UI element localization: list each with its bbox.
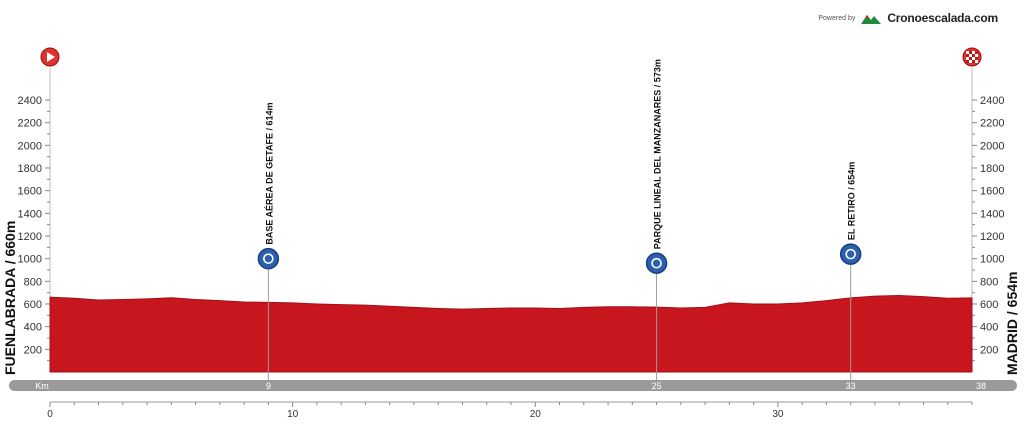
y-tick-label-right: 1800 (980, 163, 1004, 175)
waypoint-marker-icon (257, 247, 280, 270)
y-tick-label-left: 1600 (18, 186, 42, 198)
finish-checker-cell (972, 54, 975, 57)
y-tick-label-right: 1400 (980, 208, 1004, 220)
x-tick-label: 0 (47, 409, 53, 420)
powered-by-text: Powered by (818, 14, 856, 22)
finish-checker-cell (975, 54, 978, 57)
finish-checker-cell (975, 60, 978, 63)
finish-checker-cell (969, 57, 972, 60)
brand-block[interactable]: Powered by Cronoescalada.com (818, 11, 998, 25)
y-tick-label-left: 2400 (18, 95, 42, 107)
y-tick-label-right: 1200 (980, 231, 1004, 243)
waypoint-label: EL RETIRO / 654m (847, 162, 857, 240)
x-tick-label: 20 (530, 409, 542, 420)
finish-checker-cell (975, 57, 978, 60)
y-tick-label-left: 400 (24, 322, 42, 334)
waypoint-label: BASE AÉREA DE GETAFE / 614m (264, 102, 274, 244)
y-tick-label-right: 2000 (980, 140, 1004, 152)
y-tick-label-right: 2200 (980, 118, 1004, 130)
y-tick-label-left: 600 (24, 299, 42, 311)
y-tick-label-right: 800 (980, 276, 998, 288)
mountain-logo-icon (861, 15, 882, 24)
y-tick-label-left: 2200 (18, 118, 42, 130)
finish-checker-cell (972, 57, 975, 60)
finish-checker-cell (969, 60, 972, 63)
waypoint-marker-icon (645, 252, 668, 274)
y-tick-label-right: 2400 (980, 95, 1004, 107)
waypoint-marker-inner (845, 248, 856, 260)
finish-checker-cell (966, 57, 969, 60)
finish-checker-cell (969, 51, 972, 54)
finish-checker-cell (972, 60, 975, 63)
y-tick-label-left: 200 (24, 344, 42, 356)
y-tick-label-right: 200 (980, 344, 998, 356)
waypoint-marker-icon (839, 243, 862, 265)
waypoint-label: PARQUE LINEAL DEL MANZANARES / 573m (653, 59, 663, 249)
km-bar (9, 380, 1017, 391)
y-tick-label-right: 400 (980, 322, 998, 334)
finish-checker-cell (972, 51, 975, 54)
finish-checker-cell (966, 60, 969, 63)
y-tick-label-left: 800 (24, 276, 42, 288)
start-play-icon (47, 52, 55, 62)
x-tick-label: 10 (287, 409, 299, 420)
finish-checker-cell (969, 54, 972, 57)
y-tick-label-left: 1200 (18, 231, 42, 243)
y-tick-label-left: 1800 (18, 163, 42, 175)
elevation-area (49, 294, 973, 373)
y-tick-label-left: 1400 (18, 208, 42, 220)
km-bar-waypoint-label: 9 (266, 381, 271, 391)
y-tick-label-right: 600 (980, 299, 998, 311)
y-tick-label-left: 1000 (18, 254, 42, 266)
km-bar-waypoint-label: 33 (846, 381, 856, 391)
y-tick-label-right: 1000 (980, 254, 1004, 266)
finish-checker-cell (966, 51, 969, 54)
finish-checker-cell (975, 51, 978, 54)
waypoint-marker-inner (651, 257, 662, 269)
km-unit-label: Km (35, 381, 49, 391)
waypoint-marker-inner (263, 253, 274, 264)
km-bar-waypoint-label: 25 (652, 381, 662, 391)
finish-checker-cell (966, 54, 969, 57)
x-tick-label: 30 (772, 409, 784, 420)
y-tick-label-left: 2000 (18, 140, 42, 152)
brand-name: Cronoescalada.com (887, 11, 998, 25)
y-tick-label-right: 1600 (980, 186, 1004, 198)
km-bar-finish-label: 38 (976, 381, 986, 391)
